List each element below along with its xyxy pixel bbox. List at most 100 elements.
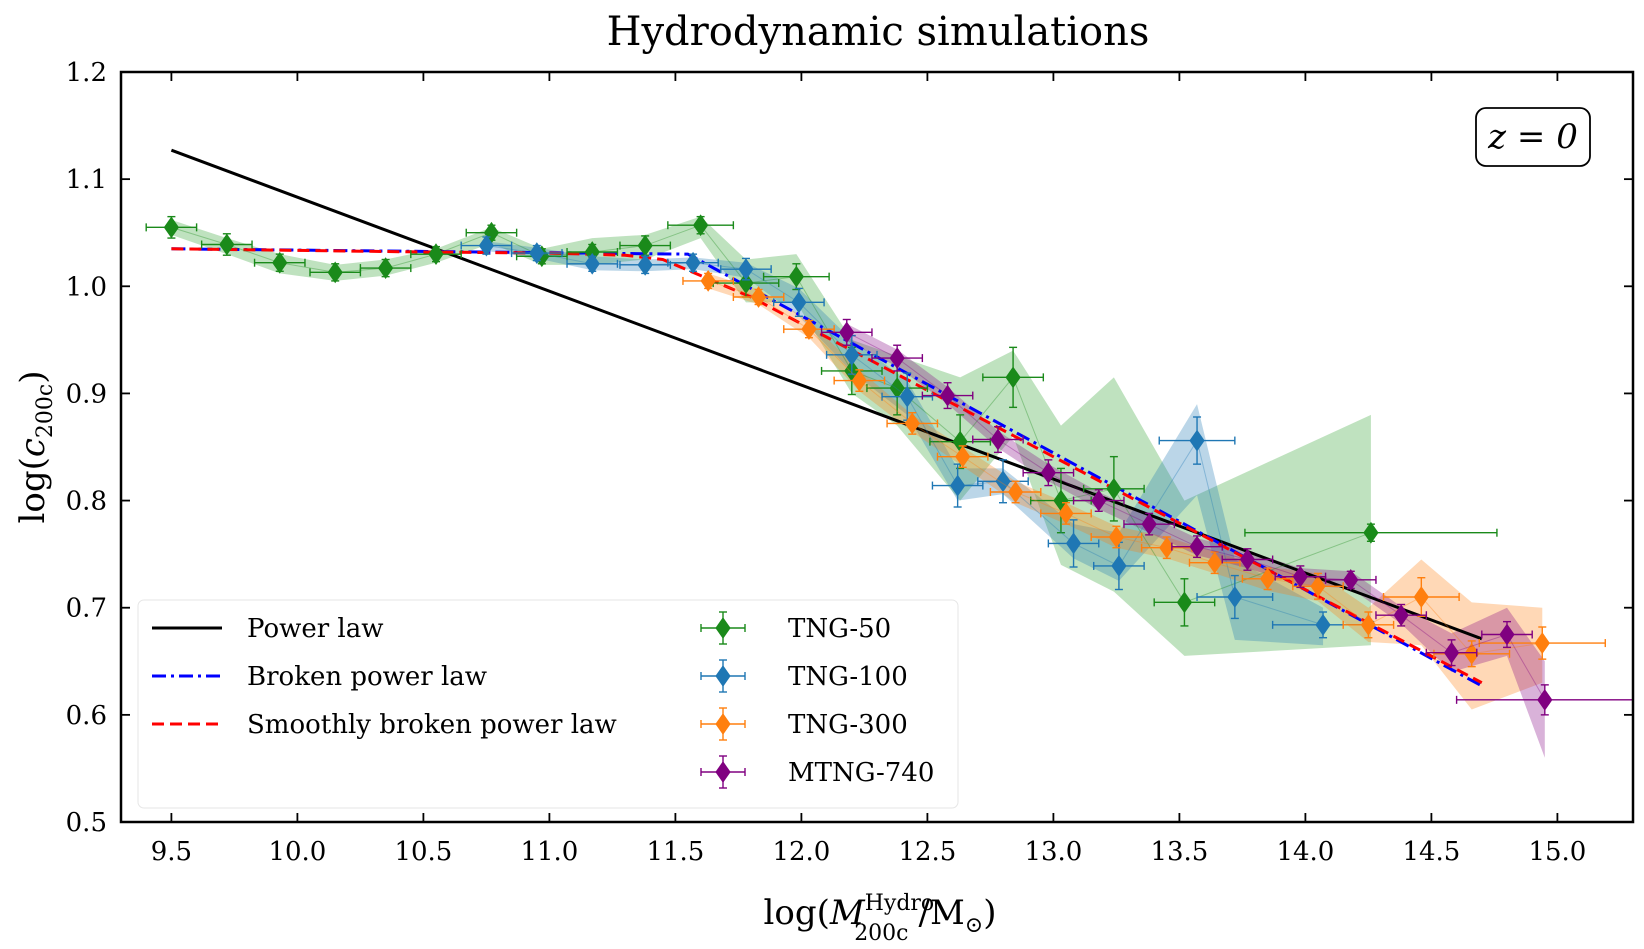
data-point	[889, 347, 905, 369]
y-tick-label: 1.1	[66, 165, 107, 195]
data-point	[1310, 575, 1326, 598]
x-tick-label: 12.0	[772, 837, 830, 867]
data-point	[1106, 477, 1122, 500]
data-point	[1065, 532, 1082, 555]
legend-series: TNG-50 TNG-100 TNG-300 MTNG-740	[700, 611, 934, 789]
data-point	[1005, 366, 1021, 389]
legend-marker-mtng-740	[715, 761, 731, 783]
legend-marker-tng-300	[715, 713, 731, 735]
data-point	[1343, 568, 1359, 591]
data-point	[738, 258, 754, 281]
data-point	[801, 318, 817, 341]
x-tick-label: 15.0	[1528, 837, 1586, 867]
series-points	[145, 214, 1634, 716]
x-label-sup: Hydro	[865, 891, 934, 916]
data-point	[692, 214, 709, 237]
y-tick-label: 0.5	[66, 808, 107, 838]
data-point	[1537, 688, 1553, 711]
data-point	[1227, 586, 1243, 608]
y-label-close: )	[13, 371, 53, 384]
data-point	[1189, 429, 1205, 452]
x-axis-label: log(MHydro 200c/M⊙)	[764, 891, 997, 944]
data-point	[851, 369, 867, 392]
series-line-tng-100	[486, 245, 1324, 626]
y-label-sub: 200c	[33, 384, 58, 438]
data-point	[1413, 586, 1429, 608]
legend: Power law Broken power law Smoothly broken…	[137, 599, 959, 809]
series-mtng-740	[820, 318, 1634, 716]
data-point	[1091, 489, 1107, 512]
y-axis-label: log(c200c)	[13, 371, 58, 524]
data-point	[950, 474, 966, 497]
chart-title: Hydrodynamic simulations	[607, 9, 1150, 55]
data-point	[990, 428, 1006, 451]
x-tick-label: 10.0	[268, 837, 326, 867]
legend-label-tng-50: TNG-50	[788, 614, 891, 644]
x-tick-label: 9.5	[151, 837, 192, 867]
data-point	[1292, 565, 1308, 588]
x-tick-label: 14.5	[1402, 837, 1460, 867]
data-point	[1363, 521, 1379, 544]
data-point	[1443, 641, 1460, 664]
data-point	[163, 216, 180, 239]
x-label-sub: 200c	[854, 921, 908, 944]
data-point	[791, 291, 807, 314]
x-tick-label: 12.5	[898, 837, 956, 867]
data-point	[1141, 513, 1157, 536]
redshift-annotation: z = 0	[1475, 107, 1591, 167]
data-point	[377, 257, 394, 279]
x-tick-label: 11.0	[520, 837, 578, 867]
data-point	[1007, 481, 1024, 503]
y-tick-label: 0.7	[66, 594, 107, 624]
data-point	[1111, 555, 1127, 577]
y-tick-label: 1.2	[66, 58, 107, 88]
legend-label-smoothly-broken-power-law: Smoothly broken power law	[247, 710, 617, 740]
data-point	[272, 251, 288, 274]
x-tick-label: 11.5	[646, 837, 704, 867]
data-point	[750, 286, 767, 308]
annotation-box	[1475, 107, 1591, 167]
legend-label-broken-power-law: Broken power law	[247, 662, 487, 692]
legend-label-mtng-740: MTNG-740	[788, 758, 934, 788]
data-point	[899, 385, 915, 408]
y-label-pre: log(	[13, 457, 53, 523]
data-point	[584, 252, 600, 275]
data-point	[1499, 623, 1515, 646]
data-point	[738, 272, 754, 294]
data-point	[1259, 567, 1276, 590]
data-point	[1176, 591, 1193, 614]
legend-label-power-law: Power law	[247, 614, 384, 644]
y-tick-label: 0.6	[66, 701, 107, 731]
legend-label-tng-100: TNG-100	[788, 662, 908, 692]
x-label-pre: log(	[764, 893, 830, 933]
data-point	[1239, 548, 1256, 571]
data-point	[1360, 613, 1377, 636]
series-tng-300	[682, 270, 1606, 668]
x-tick-label: 14.0	[1276, 837, 1334, 867]
y-tick-label: 0.8	[66, 487, 107, 517]
x-tick-label: 13.0	[1024, 837, 1082, 867]
data-point	[478, 234, 495, 257]
data-point	[1189, 535, 1205, 558]
x-label-symbol: M	[829, 893, 866, 933]
data-point	[1207, 551, 1223, 574]
data-point	[904, 412, 920, 435]
legend-frame	[137, 599, 959, 809]
x-tick-label: 13.5	[1150, 837, 1208, 867]
y-tick-label: 0.9	[66, 379, 107, 409]
data-point	[529, 242, 545, 264]
x-label-close: )	[983, 893, 996, 933]
data-point	[219, 233, 235, 256]
data-point	[700, 270, 716, 292]
data-point	[788, 265, 804, 288]
x-label-post: /M	[919, 893, 965, 933]
data-point	[955, 445, 971, 468]
y-label-symbol: c	[13, 438, 53, 457]
data-point	[1534, 632, 1550, 654]
data-point	[327, 261, 343, 284]
data-point	[685, 251, 701, 274]
data-point	[844, 343, 860, 366]
legend-marker-tng-100	[715, 665, 731, 687]
